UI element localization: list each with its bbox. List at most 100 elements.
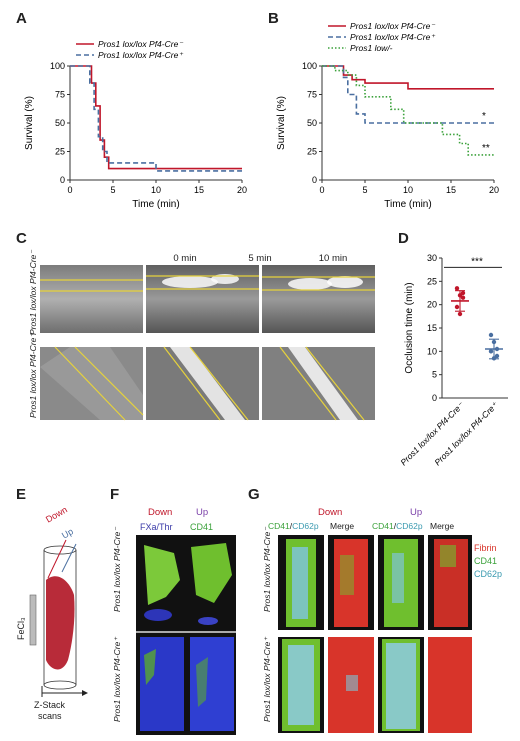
d-point-0-3 (454, 304, 460, 310)
vessel-image-grid (40, 265, 375, 421)
x-tick-label: 15 (194, 185, 204, 195)
row-label-c-minus: Pros1 lox/lox Pf4-Cre⁻ (28, 250, 38, 335)
legend-label-0: Pros1 lox/lox Pf4-Cre⁻ (98, 39, 184, 49)
panel-label-e: E (16, 486, 27, 503)
d-point-0-2 (460, 295, 466, 300)
x-tick-label: 20 (237, 185, 247, 195)
time-label-0: 0 min (173, 253, 197, 264)
survival-series-0 (70, 65, 242, 170)
x-tick-label: 5 (362, 185, 367, 195)
vessel-image-minus-5 (146, 265, 259, 333)
survival-series-0 (322, 65, 494, 90)
d-category-label-0: Pros1 lox/lox Pf4-Cre⁻ (398, 399, 466, 467)
x-axis-label: Time (min) (384, 199, 431, 210)
d-point-1-3 (488, 349, 494, 354)
panel-label-a: A (16, 10, 27, 27)
y-axis-label: Survival (%) (24, 96, 35, 150)
d-category-label-1: Pros1 lox/lox Pf4-Cre⁺ (432, 399, 500, 467)
g-image-minus-up-merge (428, 535, 472, 630)
y-tick-label: 25 (307, 147, 317, 157)
d-y-axis-label: Occlusion time (min) (404, 282, 415, 373)
y-tick-label: 75 (307, 90, 317, 100)
panel-label-g: G (248, 486, 260, 503)
significance-mark-1: ** (482, 143, 490, 154)
vessel-image-minus-0 (40, 265, 143, 333)
x-tick-label: 5 (110, 185, 115, 195)
y-axis-label: Survival (%) (276, 96, 287, 150)
g-down-label: Down (318, 507, 343, 518)
y-tick-label: 100 (50, 61, 65, 71)
f-down-label: Down (148, 507, 173, 518)
panel-label-f: F (110, 486, 120, 503)
row-label-c-plus: Pros1 lox/lox Pf4-Cre⁺ (28, 333, 38, 418)
f-row-label-plus: Pros1 lox/lox Pf4-Cre⁺ (112, 637, 122, 722)
f-row-label-minus: Pros1 lox/lox Pf4-Cre⁻ (112, 527, 122, 612)
g-col-merge-2: Merge (430, 521, 455, 531)
survival-series-1 (70, 65, 242, 172)
zstack-label: Z-Stack (34, 700, 66, 710)
time-label-10: 10 min (318, 253, 348, 264)
panel-label-c: C (16, 230, 27, 247)
occlusion-chart-d: 0 5 10 15 20 25 30 Occlusion time (min) Pros1 lo… (398, 253, 508, 467)
survival-series-1 (322, 65, 494, 124)
x-tick-label: 0 (67, 185, 72, 195)
g-image-minus-down-cd41 (278, 535, 324, 630)
fecl3-label: FeCl₃ (16, 617, 26, 640)
g-legend-fibrin: Fibrin (474, 543, 497, 553)
d-y-tick-label: 30 (427, 253, 437, 263)
vessel-image-minus-10 (262, 265, 375, 333)
g-image-minus-up-cd41 (378, 535, 424, 630)
d-y-tick-label: 10 (427, 346, 437, 356)
legend-label-1: Pros1 lox/lox Pf4-Cre⁺ (350, 32, 436, 42)
f-image-plus (140, 637, 234, 731)
panel-label-d: D (398, 230, 409, 247)
y-tick-label: 0 (312, 175, 317, 185)
x-tick-label: 10 (151, 185, 161, 195)
g-up-label: Up (410, 507, 423, 518)
g-row-label-minus: Pros1 lox/lox Pf4-Cre⁻ (262, 527, 272, 612)
legend-label-2: Pros1 low/- (350, 43, 393, 53)
y-tick-label: 25 (55, 147, 65, 157)
f-up-label: Up (196, 507, 209, 518)
y-tick-label: 75 (55, 90, 65, 100)
d-y-tick-label: 20 (427, 300, 437, 310)
f-image-minus (144, 543, 232, 625)
d-y-tick-label: 15 (427, 323, 437, 333)
d-y-tick-label: 5 (432, 370, 437, 380)
x-tick-label: 15 (446, 185, 456, 195)
g-image-grid (278, 535, 472, 733)
y-tick-label: 50 (307, 118, 317, 128)
g-row-label-plus: Pros1 lox/lox Pf4-Cre⁺ (262, 637, 272, 722)
g-col-merge-1: Merge (330, 521, 355, 531)
vessel-image-plus-5 (146, 346, 259, 421)
g-image-minus-down-merge (328, 535, 374, 630)
d-point-1-0 (488, 332, 494, 338)
significance-mark-0: * (482, 111, 486, 122)
d-y-tick-label: 0 (432, 393, 437, 403)
panel-label-b: B (268, 10, 279, 27)
survival-series-2 (322, 65, 494, 156)
legend-label-1: Pros1 lox/lox Pf4-Cre⁺ (98, 50, 184, 60)
g-col-cd41-cd62p-1: CD41/CD62p (268, 521, 319, 531)
survival-chart-a: 0 5 10 15 20 0 25 50 75 100 Time (min) Survival (%)… (24, 39, 247, 210)
y-tick-label: 50 (55, 118, 65, 128)
x-tick-label: 20 (489, 185, 499, 195)
g-image-plus-down-merge (328, 637, 374, 733)
d-point-0-5 (460, 290, 466, 296)
d-significance-label: *** (471, 256, 483, 267)
vessel-image-plus-10 (262, 346, 375, 421)
g-legend-cd62p: CD62p (474, 569, 503, 579)
scans-label: scans (38, 711, 62, 721)
x-tick-label: 10 (403, 185, 413, 195)
g-col-cd41-cd62p-2: CD41/CD62p (372, 521, 423, 531)
d-point-0-0 (454, 286, 460, 291)
f-image-grid (136, 535, 236, 735)
legend-label-0: Pros1 lox/lox Pf4-Cre⁻ (350, 21, 436, 31)
f-channel-fxa-thr: FXa/Thr (140, 522, 173, 532)
survival-chart-b: 0 5 10 15 20 0 25 50 75 100 Time (min) Survival (%)… (276, 21, 499, 210)
g-image-plus-down-cd41 (278, 637, 324, 733)
vessel-schematic (29, 539, 88, 697)
d-point-1-5 (494, 353, 500, 359)
d-point-0-4 (457, 311, 463, 317)
